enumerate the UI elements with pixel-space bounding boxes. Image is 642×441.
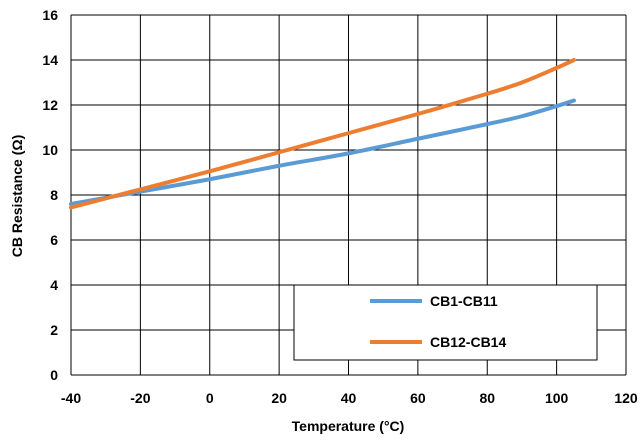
y-tick-label: 4 [50, 277, 58, 293]
y-tick-label: 8 [50, 187, 58, 203]
y-tick-label: 0 [50, 367, 58, 383]
x-tick-label: -40 [61, 390, 81, 406]
x-tick-label: 40 [341, 390, 357, 406]
series-line-cb1-cb11 [69, 98, 576, 206]
legend-label-cb12-cb14: CB12-CB14 [430, 334, 506, 350]
x-tick-label: 120 [614, 390, 638, 406]
y-tick-label: 14 [42, 52, 58, 68]
y-axis-title: CB Resistance (Ω) [9, 135, 25, 257]
x-tick-labels: -40 -20 0 20 40 60 80 100 120 [61, 390, 638, 406]
legend: CB1-CB11 CB12-CB14 [293, 284, 598, 361]
x-tick-label: -20 [130, 390, 150, 406]
x-tick-label: 20 [271, 390, 287, 406]
series-lines [69, 58, 576, 210]
x-axis-title: Temperature (°C) [292, 418, 405, 434]
y-tick-label: 10 [42, 142, 58, 158]
series-line-cb12-cb14 [69, 58, 576, 210]
legend-label-cb1-cb11: CB1-CB11 [430, 293, 498, 309]
y-tick-labels: 0 2 4 6 8 10 12 14 16 [42, 7, 58, 383]
legend-box [293, 284, 598, 361]
y-tick-label: 6 [50, 232, 58, 248]
x-tick-label: 0 [206, 390, 214, 406]
y-tick-label: 12 [42, 97, 58, 113]
x-tick-label: 100 [545, 390, 569, 406]
y-tick-label: 2 [50, 322, 58, 338]
y-tick-label: 16 [42, 7, 58, 23]
x-tick-label: 80 [479, 390, 495, 406]
x-tick-label: 60 [410, 390, 426, 406]
